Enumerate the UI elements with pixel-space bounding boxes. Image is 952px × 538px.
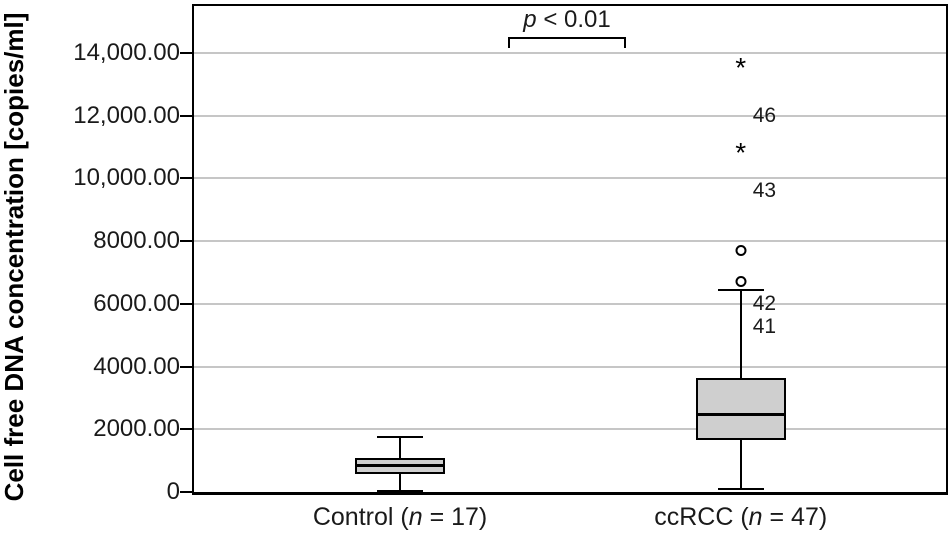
outlier-case-label-46: 46 <box>752 103 777 127</box>
whisker-cap-top-control <box>377 436 424 439</box>
outlier-case-label-42: 42 <box>752 291 777 315</box>
y-axis-tick-label-8000: 8000.00 <box>93 227 180 255</box>
y-axis-tick-label-0: 0 <box>166 478 180 505</box>
y-axis-tick-label-6000: 6000.00 <box>93 289 180 317</box>
gridline-14000 <box>194 52 946 55</box>
x-axis-label-control: Control (n = 17) <box>313 501 487 533</box>
median-line-control <box>357 464 444 468</box>
gridline-8000 <box>194 240 946 243</box>
whisker-cap-top-ccrcc <box>717 288 764 291</box>
y-axis-tick-label-14000: 14,000.00 <box>73 39 180 67</box>
median-line-ccrcc <box>697 412 784 416</box>
gridline-10000 <box>194 177 946 180</box>
y-axis-tick-label-2000: 2000.00 <box>93 415 180 443</box>
y-axis-tick-0 <box>180 491 192 493</box>
p-value-symbol: p <box>523 6 537 34</box>
y-axis-tick-label-4000: 4000.00 <box>93 352 180 380</box>
y-axis-tick-label-12000: 12,000.00 <box>73 101 180 129</box>
gridline-12000 <box>194 114 946 117</box>
plot-area: p < 0.01 * * 46 43 42 41 <box>192 4 948 495</box>
x-label-suffix-control: = 17) <box>422 503 488 531</box>
whisker-cap-bottom-control <box>377 490 424 493</box>
y-axis-tick-6000 <box>180 302 192 305</box>
x-label-prefix-control: Control ( <box>312 503 409 531</box>
outlier-case-label-43: 43 <box>752 178 777 202</box>
y-axis-tick-2000 <box>180 428 192 431</box>
gridline-2000 <box>194 428 946 431</box>
y-axis-tick-8000 <box>180 240 192 243</box>
x-label-n-symbol-ccrcc: n <box>748 503 763 531</box>
p-value-annotation: p < 0.01 <box>523 6 610 34</box>
x-label-prefix-ccrcc: ccRCC ( <box>654 503 749 531</box>
box-ccrcc <box>695 377 786 441</box>
y-axis-tick-12000 <box>180 114 192 117</box>
x-label-n-symbol-control: n <box>408 503 423 531</box>
outlier-asterisk-13700: * <box>735 52 747 84</box>
bracket-left-tick <box>508 37 511 49</box>
gridline-4000 <box>194 365 946 368</box>
gridline-6000 <box>194 302 946 305</box>
x-label-suffix-ccrcc: = 47) <box>762 503 828 531</box>
whisker-cap-bottom-ccrcc <box>717 488 764 491</box>
y-axis-title: Cell free DNA concentration [copies/ml] <box>0 12 29 502</box>
outlier-case-label-41: 41 <box>752 315 777 339</box>
bracket-right-tick <box>624 37 627 49</box>
outlier-circle-6700 <box>735 276 747 288</box>
outlier-circle-7700 <box>735 245 747 257</box>
p-value-text: < 0.01 <box>536 6 611 34</box>
outlier-asterisk-11000: * <box>735 137 747 169</box>
y-axis-tick-10000 <box>180 177 192 180</box>
y-axis-tick-14000 <box>180 52 192 55</box>
y-axis-tick-4000 <box>180 365 192 368</box>
x-axis-label-ccrcc: ccRCC (n = 47) <box>654 501 827 533</box>
y-axis-tick-label-10000: 10,000.00 <box>73 164 180 192</box>
significance-bracket <box>508 37 627 49</box>
